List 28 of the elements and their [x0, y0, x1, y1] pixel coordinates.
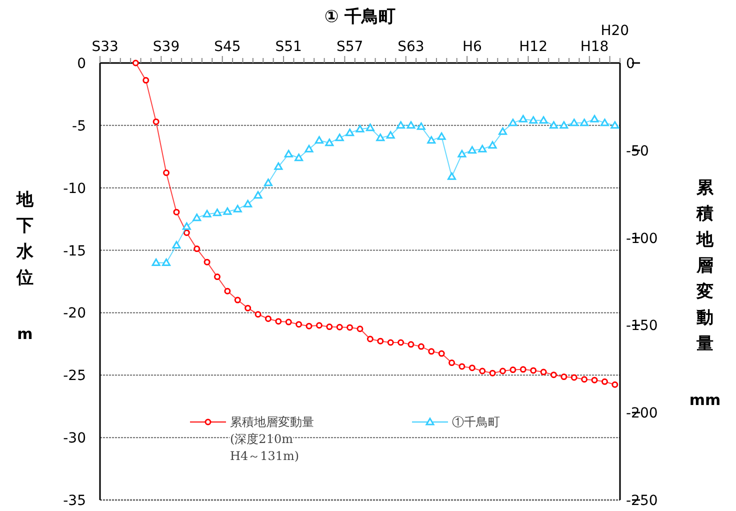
x-tick-label: S33: [92, 39, 118, 55]
y2-tick-label: -250: [626, 493, 658, 509]
text: 地下水位 m: [16, 190, 34, 343]
x-tick-label: H20: [600, 23, 630, 39]
x-tick-label: S57: [336, 39, 364, 55]
x-tick-label: S39: [152, 39, 180, 55]
x-tick-label: S45: [214, 39, 241, 55]
y2-tick-label: 0: [626, 56, 635, 72]
y2-tick-label: -200: [626, 406, 658, 422]
y-tick-label: -20: [63, 306, 86, 322]
y-tick-label: -10: [63, 180, 86, 197]
y2-tick-label: -150: [626, 318, 658, 334]
x-tick-label: S63: [398, 39, 424, 55]
y-tick-label: -25: [63, 368, 86, 384]
text: 累積地層変動量 mm: [689, 178, 721, 409]
x-tick-label: H6: [462, 39, 482, 55]
y-tick-label: -30: [63, 430, 86, 447]
y2-tick-label: -100: [626, 230, 658, 247]
x-tick-label: S51: [275, 39, 302, 55]
chart-title: ① 千鳥町: [324, 7, 396, 27]
y2-tick-label: -50: [626, 143, 649, 160]
y-tick-label: -5: [72, 118, 86, 134]
x-tick-label: H18: [580, 39, 609, 55]
y-tick-label: -15: [63, 243, 86, 260]
legend-label: ①千鳥町: [452, 415, 500, 429]
x-tick-label: H12: [519, 39, 548, 55]
y-tick-label: 0: [77, 56, 86, 72]
y-tick-label: -35: [63, 493, 86, 509]
